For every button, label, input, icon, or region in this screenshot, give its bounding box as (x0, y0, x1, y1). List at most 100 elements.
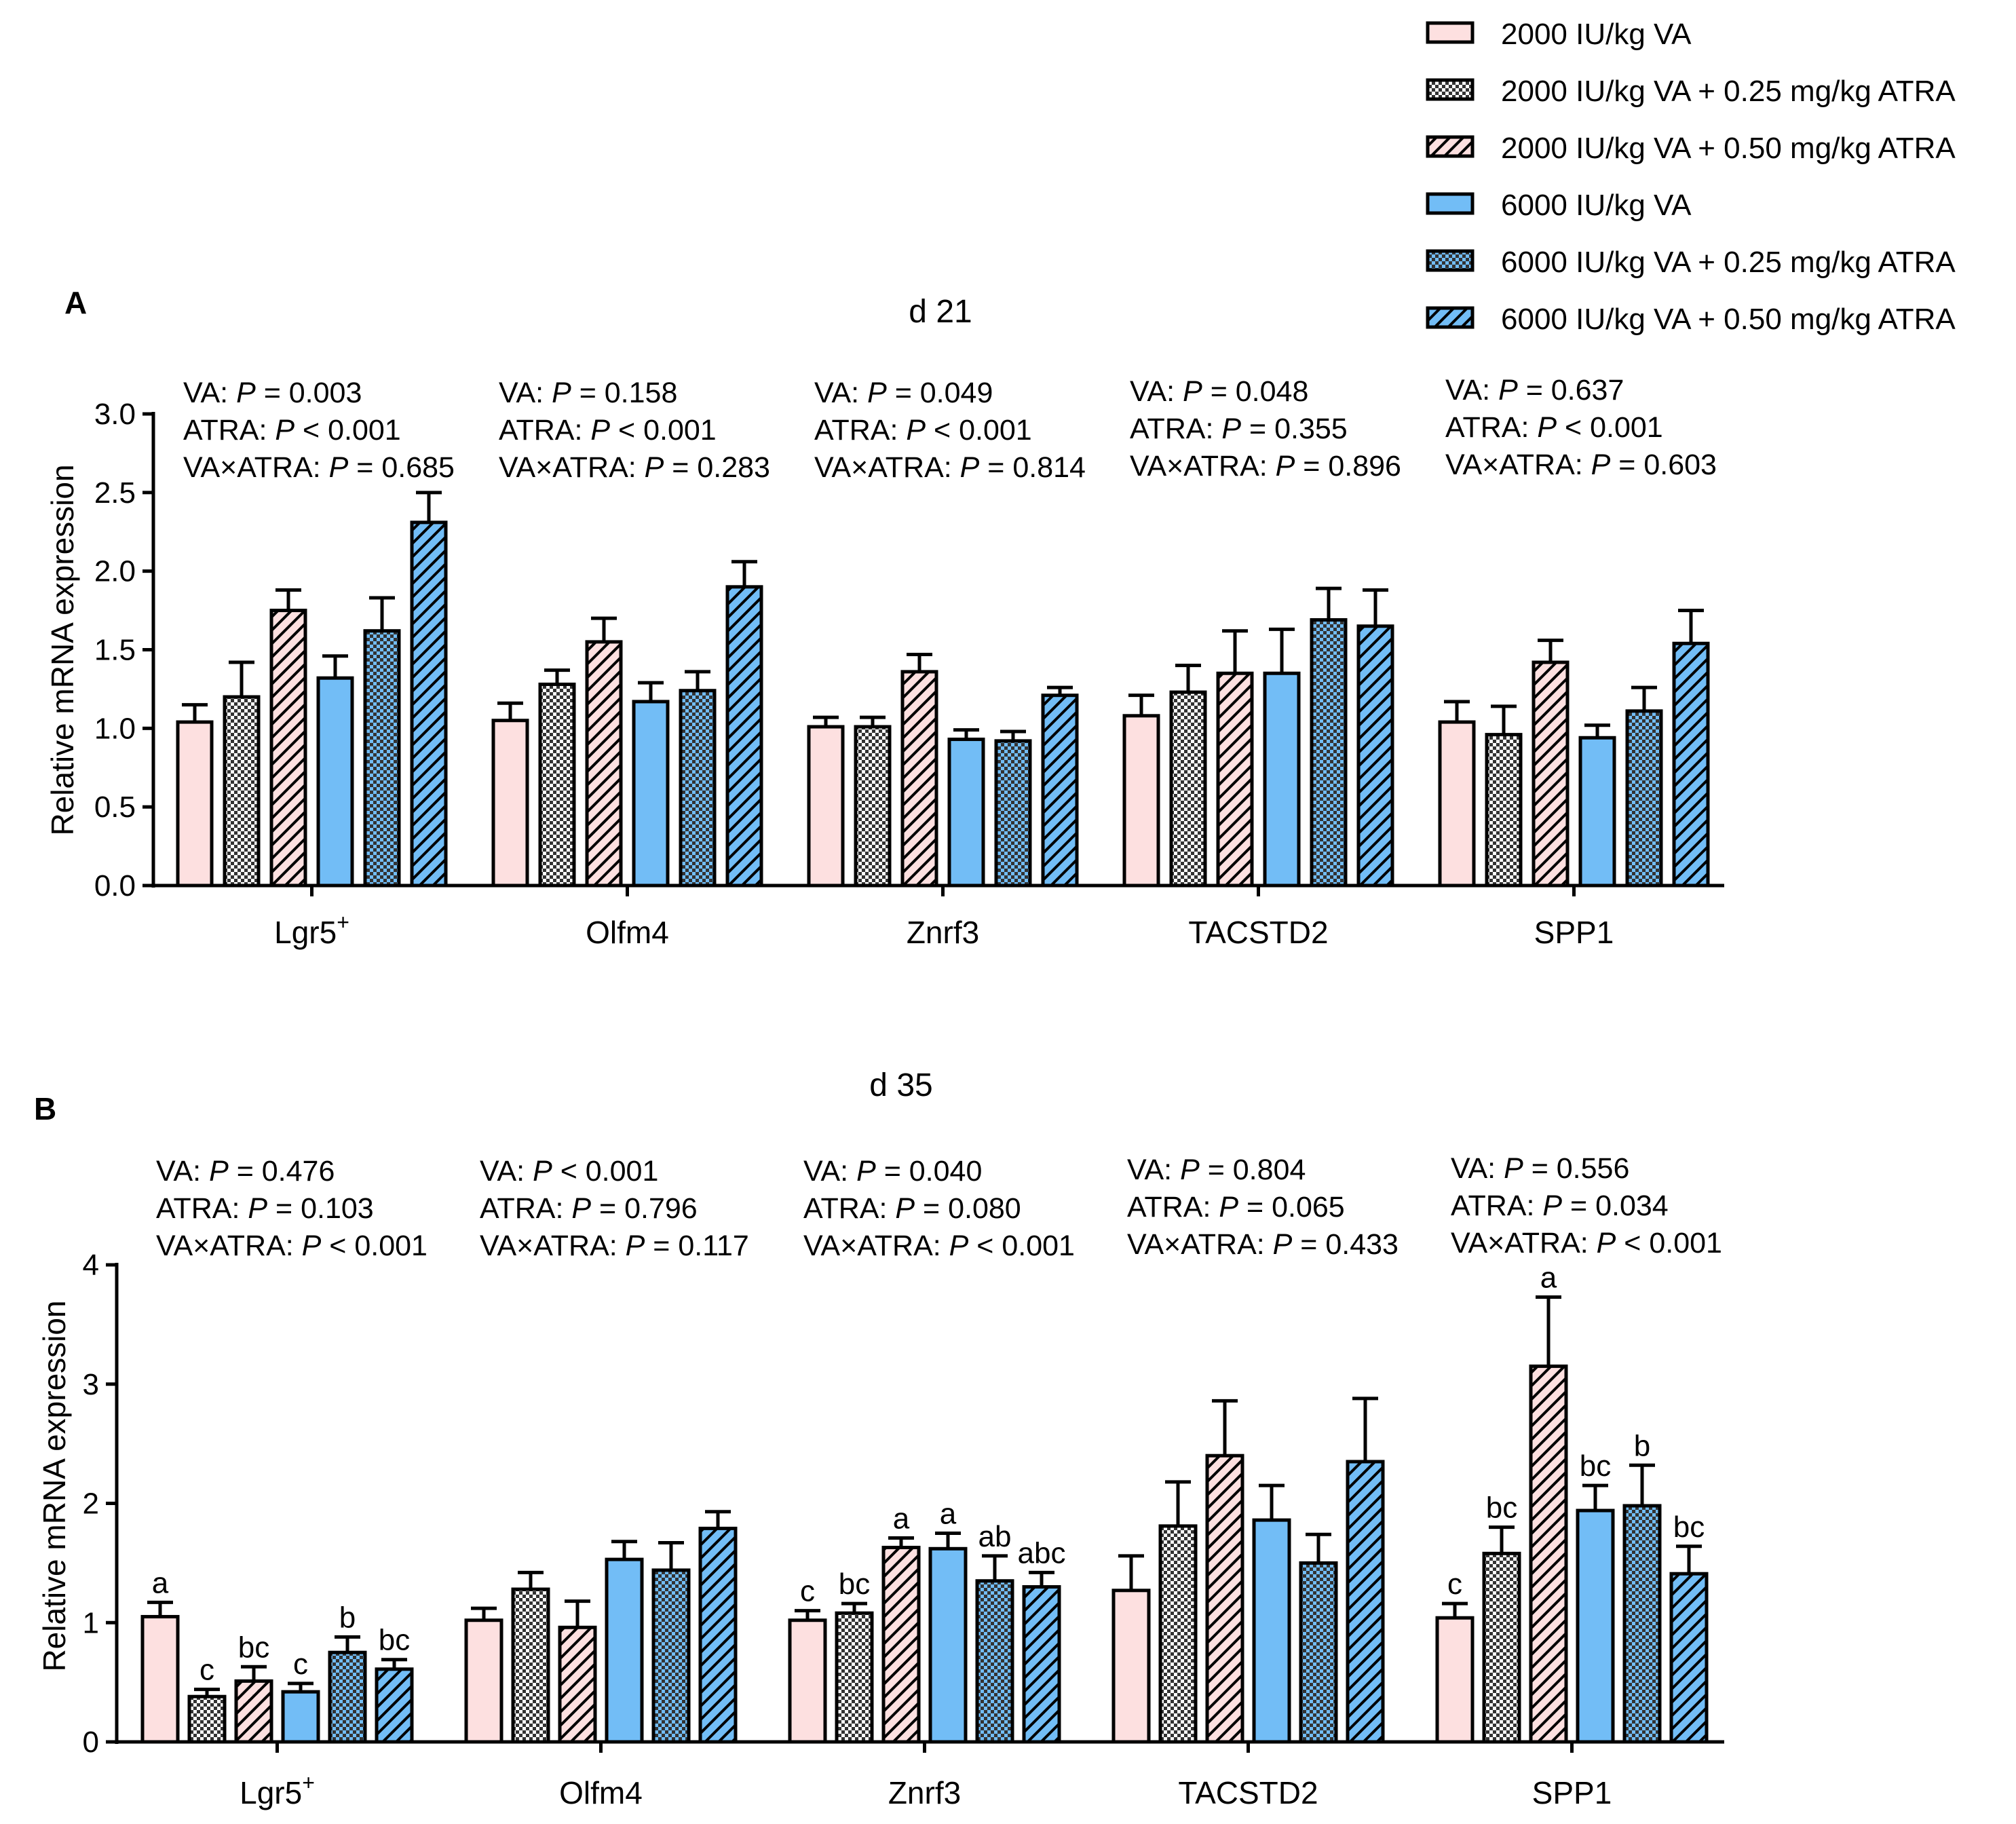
significance-letter: c (293, 1648, 308, 1681)
bar (1435, 1616, 1475, 1744)
x-tick-label: TACSTD2 (1178, 1775, 1318, 1810)
legend-label: 2000 IU/kg VA + 0.25 mg/kg ATRA (1501, 75, 1956, 108)
bar (1356, 624, 1394, 888)
bar (947, 738, 985, 888)
bar (1169, 690, 1207, 888)
bar (1622, 1504, 1662, 1744)
stat-line: VA: P = 0.049 (814, 377, 993, 409)
significance-letter: bc (1673, 1510, 1705, 1544)
significance-letter: c (800, 1575, 815, 1608)
stat-line: ATRA: P = 0.080 (803, 1192, 1021, 1225)
y-tick-label: 2.0 (94, 555, 136, 588)
legend-item: 2000 IU/kg VA + 0.50 mg/kg ATRA (1426, 132, 1956, 165)
significance-letter: bc (379, 1624, 410, 1657)
bar (511, 1587, 550, 1744)
stat-line: VA×ATRA: P < 0.001 (156, 1230, 427, 1262)
panel-b-y-label: Relative mRNA expression (37, 1300, 72, 1671)
legend-item: 6000 IU/kg VA + 0.25 mg/kg ATRA (1426, 246, 1956, 279)
y-tick-label: 0.5 (94, 791, 136, 824)
significance-letter: bc (1580, 1449, 1611, 1483)
legend: 2000 IU/kg VA 2000 IU/kg VA + 0.25 mg/kg … (1426, 18, 1956, 336)
y-tick-label: 1.5 (94, 634, 136, 667)
y-tick-label: 2.5 (94, 476, 136, 510)
legend-label: 6000 IU/kg VA + 0.25 mg/kg ATRA (1501, 246, 1956, 279)
bar (269, 609, 307, 888)
x-tick-label: Lgr5+ (240, 1770, 315, 1810)
x-tick-label: TACSTD2 (1188, 915, 1328, 950)
bar (1122, 714, 1160, 888)
stat-line: ATRA: P = 0.796 (480, 1192, 698, 1225)
bar (1482, 1551, 1521, 1744)
significance-letter: bc (1486, 1492, 1517, 1525)
panel-a-title: d 21 (909, 294, 972, 330)
bar (223, 695, 261, 888)
significance-letter: c (199, 1654, 214, 1687)
stat-line: VA: P = 0.048 (1130, 375, 1308, 408)
y-tick-label: 3.0 (94, 398, 136, 431)
stat-line: VA×ATRA: P = 0.896 (1130, 450, 1401, 482)
legend-item: 6000 IU/kg VA (1426, 189, 1692, 222)
bar (1346, 1460, 1385, 1744)
bar (1672, 641, 1710, 888)
panel-label-a: A (64, 285, 87, 320)
bar (363, 629, 401, 888)
stat-line: ATRA: P < 0.001 (1445, 411, 1663, 444)
bar (234, 1679, 273, 1744)
bar (1263, 671, 1301, 888)
bar (632, 700, 670, 888)
y-tick-label: 2 (83, 1487, 99, 1521)
panel-b-title: d 35 (869, 1067, 932, 1103)
significance-letter: a (893, 1502, 910, 1535)
bar (835, 1611, 874, 1744)
bar (854, 725, 892, 888)
bar (375, 1667, 414, 1744)
bar (1216, 671, 1254, 888)
panel-a-y-label: Relative mRNA expression (45, 464, 80, 835)
bar (1485, 733, 1523, 888)
legend-swatch (1426, 306, 1475, 329)
x-tick-label: SPP1 (1534, 915, 1614, 950)
y-tick-label: 4 (83, 1249, 99, 1282)
bar (491, 719, 529, 888)
legend-swatch (1426, 21, 1475, 44)
stat-line: ATRA: P = 0.065 (1127, 1191, 1345, 1223)
bar (1578, 736, 1616, 888)
bar (605, 1557, 644, 1744)
bar (538, 682, 576, 888)
bar (316, 676, 354, 888)
bar (328, 1650, 367, 1744)
bar (1438, 720, 1476, 888)
significance-letter: ab (978, 1520, 1012, 1553)
bar (1252, 1518, 1291, 1744)
stat-line: ATRA: P < 0.001 (814, 414, 1032, 446)
stat-line: ATRA: P < 0.001 (499, 414, 717, 446)
x-tick-label: Znrf3 (888, 1775, 961, 1810)
bar (1532, 660, 1570, 888)
bar (281, 1690, 320, 1744)
bar (464, 1618, 503, 1744)
significance-letter: c (1447, 1568, 1462, 1601)
stat-line: VA×ATRA: P = 0.603 (1445, 449, 1717, 481)
stat-line: VA: P = 0.637 (1445, 374, 1624, 406)
panel-a-chart: d 21 Relative mRNA expression 0.0 0.5 1.0 1… (45, 294, 1724, 950)
bar (1205, 1454, 1244, 1744)
panel-label-b: B (34, 1091, 56, 1126)
y-tick-label: 0 (83, 1726, 99, 1759)
bar (1022, 1585, 1061, 1744)
y-tick-label: 1 (83, 1606, 99, 1639)
bar (679, 689, 717, 888)
bar (585, 640, 623, 888)
significance-letter: b (339, 1601, 356, 1634)
stat-line: VA×ATRA: P = 0.685 (183, 451, 455, 484)
bar (1669, 1572, 1709, 1744)
legend-item: 2000 IU/kg VA + 0.25 mg/kg ATRA (1426, 75, 1956, 108)
bar (975, 1579, 1014, 1744)
bar (1299, 1561, 1338, 1744)
significance-letter: bc (238, 1631, 269, 1664)
bar (1576, 1508, 1615, 1744)
legend-label: 2000 IU/kg VA + 0.50 mg/kg ATRA (1501, 132, 1956, 165)
stat-line: VA: P < 0.001 (480, 1155, 658, 1188)
bar (1111, 1589, 1151, 1744)
legend-label: 6000 IU/kg VA (1501, 189, 1692, 222)
